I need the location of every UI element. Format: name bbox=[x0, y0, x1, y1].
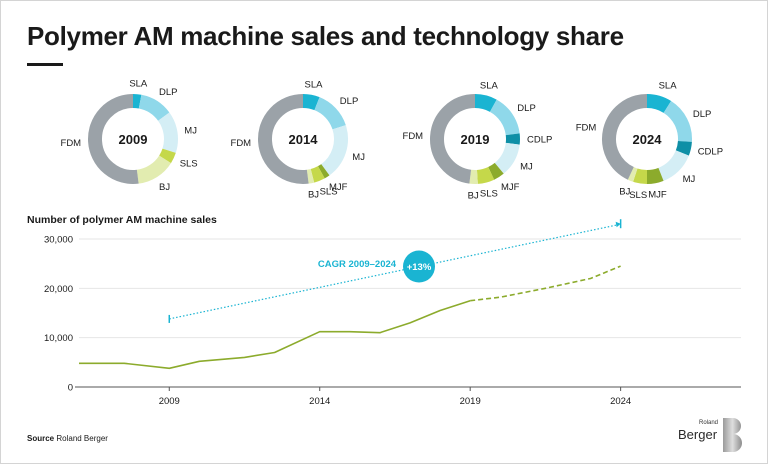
donut-label-sla: SLA bbox=[305, 80, 324, 91]
donut-segment-fdm bbox=[88, 94, 139, 184]
donut-label-dlp: DLP bbox=[693, 109, 711, 120]
donut-segment-sla bbox=[302, 94, 320, 111]
donut-label-mj: MJ bbox=[352, 152, 365, 163]
donut-label-mj: MJ bbox=[683, 174, 696, 185]
donut-segment-mj bbox=[494, 142, 520, 174]
donut-segment-sla bbox=[646, 94, 672, 114]
x-tick-label: 2014 bbox=[309, 396, 330, 407]
cagr-trend-line bbox=[169, 223, 621, 320]
y-tick-label: 0 bbox=[68, 383, 73, 394]
donut-label-bj: BJ bbox=[159, 182, 170, 193]
logo-b-shape bbox=[723, 418, 742, 452]
donut-segment-bj bbox=[306, 169, 315, 184]
donut-label-fdm: FDM bbox=[576, 122, 597, 133]
donut-label-fdm: FDM bbox=[61, 138, 82, 149]
cagr-arrowhead bbox=[615, 221, 621, 228]
line-chart-title: Number of polymer AM machine sales bbox=[27, 214, 217, 226]
donut-segment-fdm bbox=[258, 94, 309, 184]
page-title: Polymer AM machine sales and technology … bbox=[27, 21, 624, 51]
donut-label-fdm: FDM bbox=[231, 138, 252, 149]
donut-label-sla: SLA bbox=[480, 80, 499, 91]
donut-segment-mj bbox=[658, 150, 689, 181]
donut-label-cdlp: CDLP bbox=[527, 135, 552, 146]
x-tick-label: 2024 bbox=[610, 396, 631, 407]
donut-label-sls: SLS bbox=[180, 158, 198, 169]
x-tick-label: 2009 bbox=[159, 396, 180, 407]
donut-segment-sla bbox=[474, 94, 497, 113]
donut-year-label: 2019 bbox=[461, 132, 490, 147]
source-text: Roland Berger bbox=[56, 434, 108, 443]
donut-label-dlp: DLP bbox=[159, 87, 177, 98]
donut-label-sls: SLS bbox=[629, 190, 647, 201]
donut-segment-cdlp bbox=[675, 140, 692, 156]
donut-label-mj: MJ bbox=[184, 126, 197, 137]
donut-segment-bj bbox=[136, 155, 171, 184]
donut-segment-sls bbox=[310, 166, 325, 183]
donut-year-label: 2009 bbox=[119, 132, 148, 147]
donut-segment-sls bbox=[476, 166, 495, 184]
donut-year-label: 2014 bbox=[289, 132, 319, 147]
title-underline bbox=[27, 63, 63, 66]
donut-segment-mjf bbox=[488, 162, 504, 180]
donut-label-bj: BJ bbox=[619, 187, 630, 198]
donut-label-cdlp: CDLP bbox=[698, 147, 723, 158]
donut-label-mjf: MJF bbox=[329, 182, 348, 193]
donut-label-sls: SLS bbox=[480, 189, 498, 200]
donut-label-mj: MJ bbox=[520, 162, 533, 173]
donut-segment-dlp bbox=[314, 97, 346, 130]
source-note: Source Roland Berger bbox=[27, 434, 108, 443]
donut-segment-sla bbox=[132, 93, 142, 109]
donut-label-bj: BJ bbox=[468, 191, 479, 202]
sales-line-solid bbox=[79, 299, 471, 370]
donut-label-bj: BJ bbox=[308, 190, 319, 201]
donut-segment-dlp bbox=[138, 94, 170, 122]
y-tick-label: 30,000 bbox=[44, 235, 73, 246]
donut-label-mjf: MJF bbox=[648, 190, 667, 201]
donut-segment-fdm bbox=[430, 94, 476, 184]
donut-label-sla: SLA bbox=[129, 79, 148, 90]
source-label: Source bbox=[27, 434, 55, 443]
donut-segment-mjf bbox=[646, 167, 664, 184]
logo-large-text: Berger bbox=[678, 427, 718, 442]
donut-segment-dlp bbox=[489, 99, 520, 136]
donut-label-sla: SLA bbox=[659, 81, 678, 92]
donut-label-fdm: FDM bbox=[403, 131, 424, 142]
logo-mark bbox=[723, 418, 742, 452]
roland-berger-logo: Roland Berger bbox=[678, 414, 744, 454]
donut-label-mjf: MJF bbox=[501, 182, 520, 193]
sales-line-dashed bbox=[470, 265, 621, 302]
donut-segment-sls bbox=[159, 148, 176, 164]
donut-segment-mj bbox=[157, 112, 178, 153]
donut-label-dlp: DLP bbox=[340, 96, 358, 107]
donut-year-label: 2024 bbox=[633, 132, 663, 147]
donut-segment-mj bbox=[320, 125, 348, 176]
donut-segment-bj bbox=[627, 167, 638, 182]
x-tick-label: 2019 bbox=[460, 396, 481, 407]
y-tick-label: 10,000 bbox=[44, 333, 73, 344]
donut-segment-fdm bbox=[602, 94, 648, 180]
donut-segment-dlp bbox=[663, 101, 692, 142]
logo-small-text: Roland bbox=[699, 420, 719, 426]
donut-label-dlp: DLP bbox=[517, 103, 535, 114]
donut-segment-sls bbox=[633, 168, 648, 184]
cagr-badge bbox=[403, 250, 435, 283]
y-tick-label: 20,000 bbox=[44, 284, 73, 295]
donut-label-sls: SLS bbox=[320, 187, 338, 198]
donut-segment-mjf bbox=[317, 164, 330, 179]
cagr-value: +13% bbox=[407, 262, 432, 273]
cagr-label: CAGR 2009–2024 bbox=[318, 259, 397, 270]
